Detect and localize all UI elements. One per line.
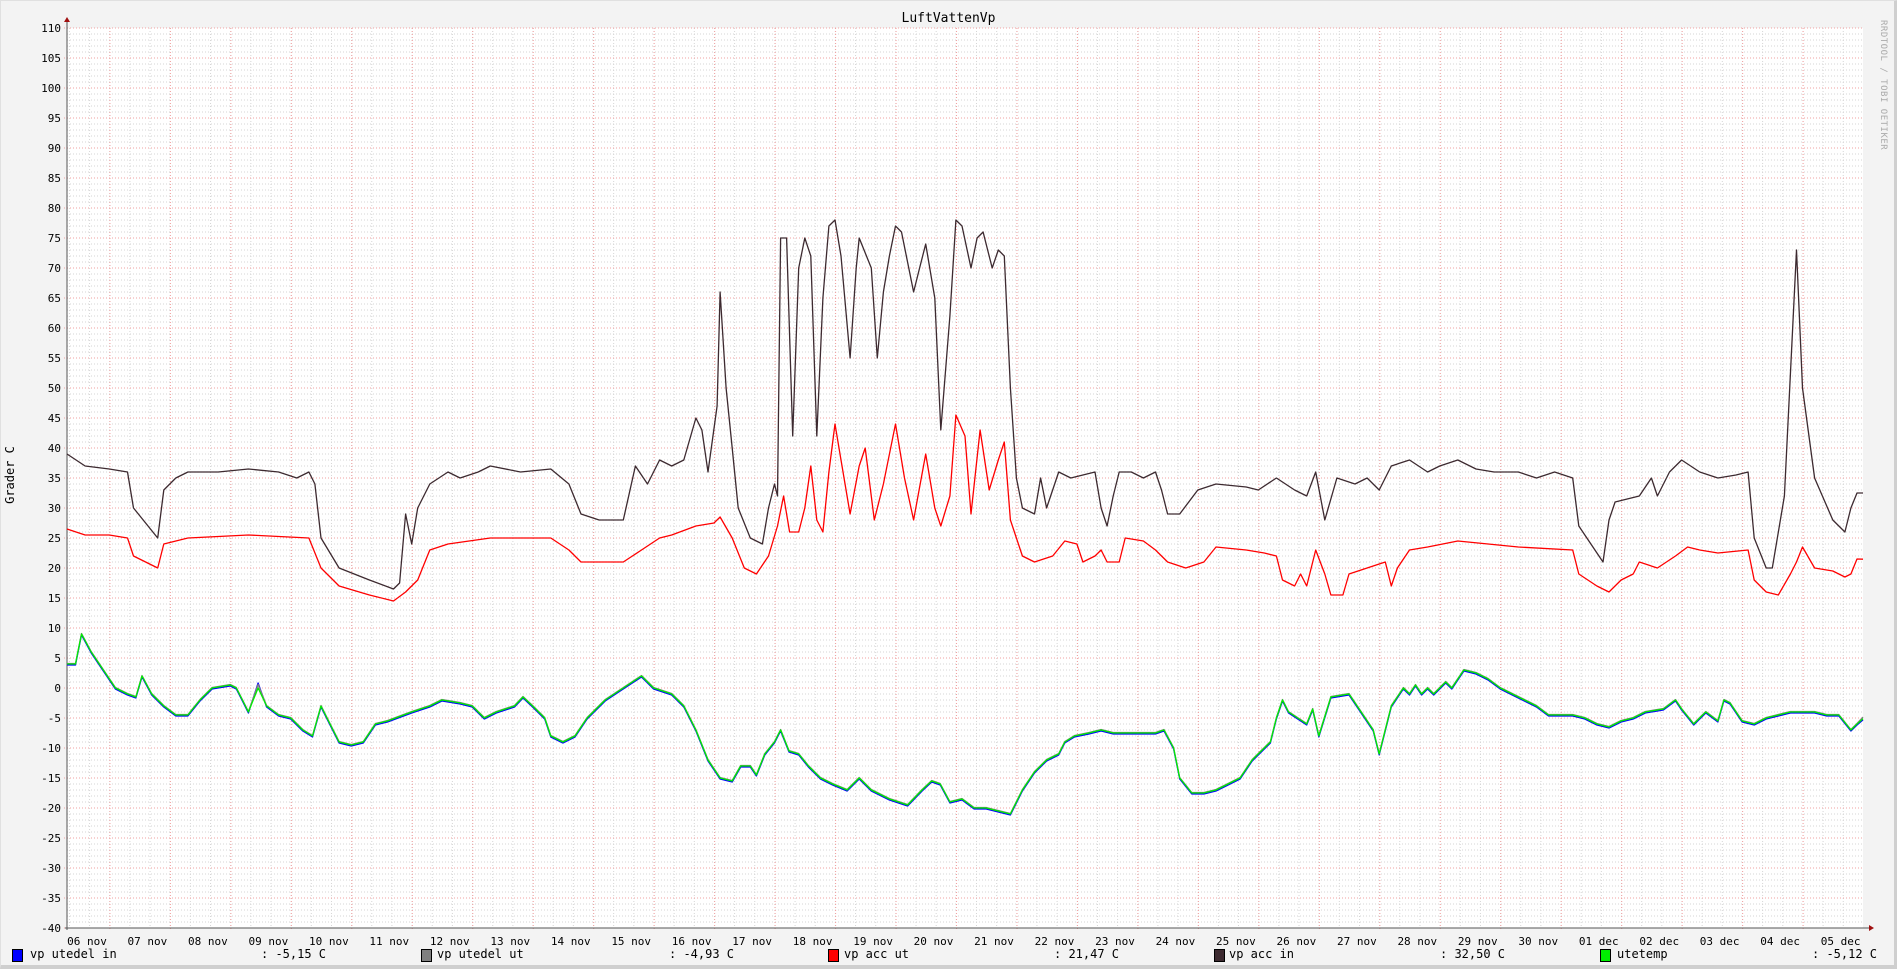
y-tick-label: -30 xyxy=(41,862,61,875)
x-tick-label: 05 dec xyxy=(1821,935,1861,948)
y-tick-label: 90 xyxy=(48,142,61,155)
y-tick-label: 85 xyxy=(48,172,61,185)
legend-label-utetemp: utetemp xyxy=(1617,947,1668,961)
x-tick-label: 17 nov xyxy=(732,935,772,948)
x-axis-arrow-icon xyxy=(1869,925,1874,931)
x-tick-label: 30 nov xyxy=(1518,935,1558,948)
x-tick-label: 16 nov xyxy=(672,935,712,948)
y-tick-label: 110 xyxy=(41,22,61,35)
y-tick-label: 20 xyxy=(48,562,61,575)
legend-label-vp-acc-ut: vp acc ut xyxy=(844,947,910,961)
legend-label-vp-utedel-ut: vp utedel ut xyxy=(437,947,524,961)
y-tick-label: 15 xyxy=(48,592,61,605)
y-tick-label: 25 xyxy=(48,532,61,545)
legend-swatch-vp-acc-in xyxy=(1214,949,1225,962)
x-tick-label: 29 nov xyxy=(1458,935,1498,948)
legend-label-vp-acc-in: vp acc in xyxy=(1229,947,1295,961)
y-tick-label: 45 xyxy=(48,412,61,425)
legend-swatch-utetemp xyxy=(1600,949,1611,962)
legend-value-vp-acc-ut: : 21,47 C xyxy=(1054,947,1120,961)
y-tick-label: -5 xyxy=(48,712,61,725)
x-tick-label: 10 nov xyxy=(309,935,349,948)
x-tick-label: 19 nov xyxy=(853,935,893,948)
legend-label-vp-utedel-in: vp utedel in xyxy=(30,947,117,961)
y-tick-label: 75 xyxy=(48,232,61,245)
series-line-vp-acc-ut xyxy=(66,414,1864,602)
y-tick-label: 5 xyxy=(54,652,61,665)
y-tick-label: 105 xyxy=(41,52,61,65)
legend-swatch-vp-utedel-ut xyxy=(421,949,432,962)
series-line-vp-acc-in xyxy=(66,219,1863,590)
x-tick-label: 07 nov xyxy=(128,935,168,948)
y-tick-label: -25 xyxy=(41,832,61,845)
y-axis-arrow-icon xyxy=(64,17,70,22)
series-line-utetemp xyxy=(67,633,1864,815)
y-tick-label: -40 xyxy=(41,922,61,935)
rrdtool-watermark: RRDTOOL / TOBI OETIKER xyxy=(1878,20,1888,151)
y-tick-label: -15 xyxy=(41,772,61,785)
y-tick-label: 55 xyxy=(48,352,61,365)
y-tick-label: 10 xyxy=(48,622,61,635)
y-tick-label: 50 xyxy=(48,382,61,395)
y-tick-label: 65 xyxy=(48,292,61,305)
x-tick-label: 08 nov xyxy=(188,935,228,948)
y-tick-label: 95 xyxy=(48,112,61,125)
legend-value-vp-utedel-ut: : -4,93 C xyxy=(669,947,735,961)
x-tick-label: 14 nov xyxy=(551,935,591,948)
y-tick-label: 70 xyxy=(48,262,61,275)
legend-value-vp-utedel-in: : -5,15 C xyxy=(261,947,327,961)
x-tick-label: 26 nov xyxy=(1277,935,1317,948)
x-tick-label: 06 nov xyxy=(67,935,107,948)
x-tick-label: 25 nov xyxy=(1216,935,1256,948)
x-tick-label: 20 nov xyxy=(914,935,954,948)
x-tick-label: 11 nov xyxy=(369,935,409,948)
y-tick-label: 40 xyxy=(48,442,61,455)
x-tick-label: 28 nov xyxy=(1397,935,1437,948)
legend-value-utetemp: : -5,12 C xyxy=(1812,947,1878,961)
x-tick-label: 22 nov xyxy=(1035,935,1075,948)
y-tick-label: -35 xyxy=(41,892,61,905)
x-tick-label: 01 dec xyxy=(1579,935,1619,948)
y-tick-label: 30 xyxy=(48,502,61,515)
legend-swatch-vp-acc-ut xyxy=(828,949,839,962)
y-tick-label: 60 xyxy=(48,322,61,335)
x-tick-label: 03 dec xyxy=(1700,935,1740,948)
x-tick-label: 21 nov xyxy=(974,935,1014,948)
x-tick-label: 18 nov xyxy=(793,935,833,948)
x-tick-label: 15 nov xyxy=(611,935,651,948)
legend-swatch-vp-utedel-in xyxy=(12,949,23,962)
y-tick-label: 35 xyxy=(48,472,61,485)
y-tick-label: 80 xyxy=(48,202,61,215)
x-tick-label: 27 nov xyxy=(1337,935,1377,948)
y-axis-label: Grader C xyxy=(3,446,17,504)
chart-title: LuftVattenVp xyxy=(901,11,996,26)
x-tick-label: 24 nov xyxy=(1156,935,1196,948)
x-tick-label: 02 dec xyxy=(1639,935,1679,948)
y-tick-label: 100 xyxy=(41,82,61,95)
x-tick-label: 13 nov xyxy=(490,935,530,948)
y-tick-label: 0 xyxy=(54,682,61,695)
legend-value-vp-acc-in: : 32,50 C xyxy=(1440,947,1506,961)
x-tick-label: 23 nov xyxy=(1095,935,1135,948)
y-tick-label: -20 xyxy=(41,802,61,815)
x-tick-label: 04 dec xyxy=(1760,935,1800,948)
x-tick-label: 09 nov xyxy=(248,935,288,948)
x-tick-label: 12 nov xyxy=(430,935,470,948)
y-tick-label: -10 xyxy=(41,742,61,755)
